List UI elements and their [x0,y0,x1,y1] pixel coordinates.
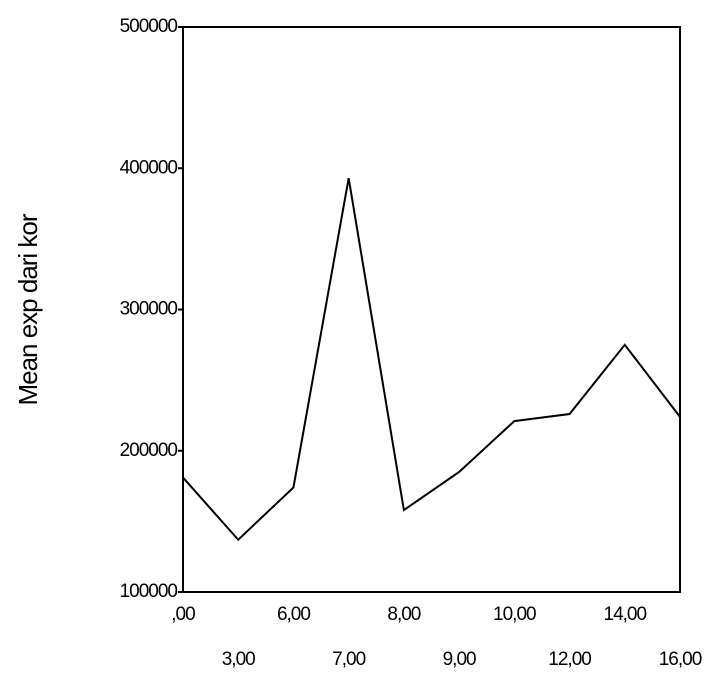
y-tick-label: 400000 [120,157,178,178]
y-tick-label: 100000 [120,581,178,602]
x-tick-label: 14,00 [604,604,647,625]
y-tick-label: 200000 [120,440,178,461]
y-tick-label: 500000 [120,16,178,37]
y-axis-label: Mean exp dari kor [13,213,43,405]
x-tick-label: 10,00 [493,604,536,625]
x-tick-label: ,00 [171,604,195,625]
x-tick-label: 8,00 [387,604,420,625]
x-tick-label: 6,00 [277,604,310,625]
x-tick-label: 9,00 [443,649,476,670]
x-tick-label: 3,00 [222,649,255,670]
x-tick-label: 12,00 [548,649,591,670]
x-tick-label: 16,00 [659,649,702,670]
x-tick-label: 7,00 [332,649,365,670]
line [182,177,681,542]
y-tick-label: 300000 [120,299,178,320]
